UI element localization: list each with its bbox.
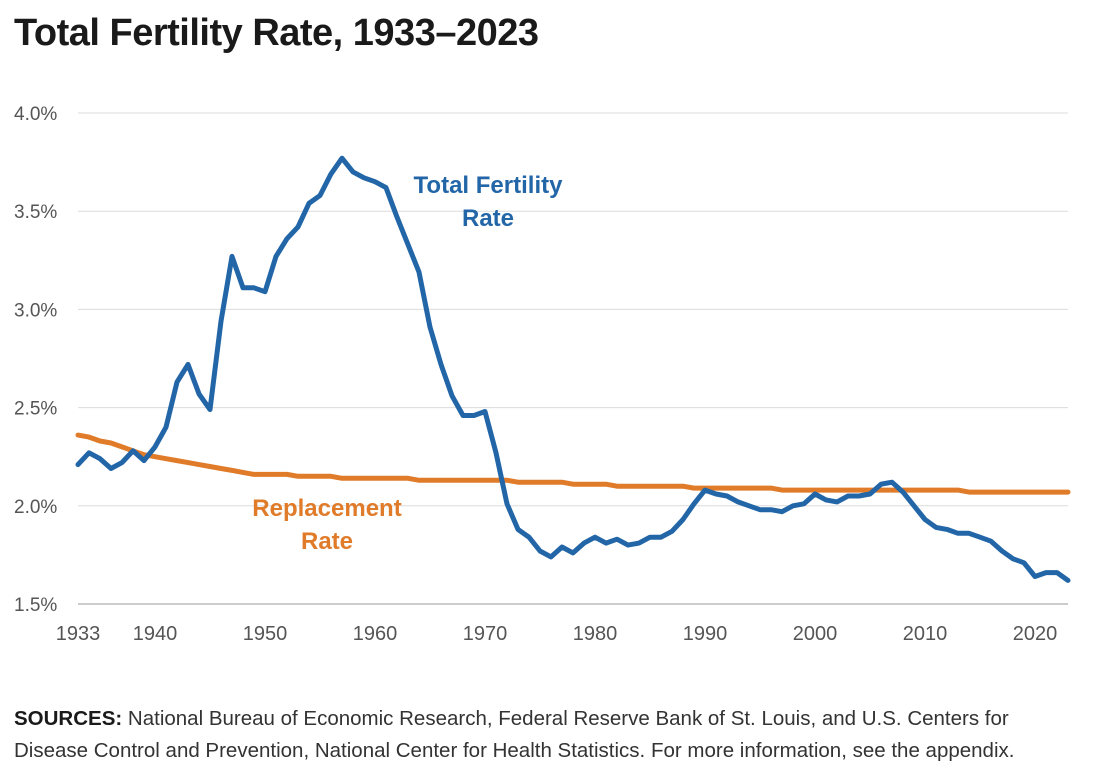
series-lines [75, 155, 1071, 583]
y-tick-label: 2.5% [14, 399, 57, 420]
sources-note: SOURCES: National Bureau of Economic Res… [14, 703, 1084, 767]
annotation-total-fertility-rate: Total Fertility Rate [414, 172, 564, 232]
x-tick-label: 2010 [903, 623, 948, 645]
gridlines [78, 112, 1068, 605]
x-axis-ticks: 1933 1940 1950 1960 1970 1980 1990 2000 2010 2020 [56, 623, 1058, 645]
y-tick-label: 2.0% [14, 497, 57, 518]
x-tick-label: 1970 [463, 623, 508, 645]
x-tick-label: 1980 [573, 623, 618, 645]
y-tick-label: 3.0% [14, 300, 57, 321]
x-tick-label: 2000 [793, 623, 838, 645]
y-tick-label: 1.5% [14, 595, 57, 616]
series-line-replacement-rate [75, 432, 1071, 495]
y-tick-label: 3.5% [14, 202, 57, 223]
series-annotations: Total Fertility Rate Replacement Rate [252, 172, 563, 555]
sources-label: SOURCES: [14, 707, 123, 730]
x-tick-label: 2020 [1013, 623, 1058, 645]
x-tick-label: 1950 [243, 623, 288, 645]
line-chart: 1.5% 2.0% 2.5% 3.0% 3.5% 4.0% 1933 1940 1950 196… [14, 104, 1071, 645]
chart-title: Total Fertility Rate, 1933–2023 [14, 12, 539, 54]
x-tick-label: 1933 [56, 623, 101, 645]
sources-text: National Bureau of Economic Research, Fe… [14, 707, 1015, 762]
x-tick-label: 1960 [353, 623, 398, 645]
series-line-total-fertility-rate [75, 155, 1071, 583]
y-axis-ticks: 1.5% 2.0% 2.5% 3.0% 3.5% 4.0% [14, 104, 57, 616]
x-tick-label: 1940 [133, 623, 178, 645]
y-tick-label: 4.0% [14, 104, 57, 125]
x-tick-label: 1990 [683, 623, 728, 645]
annotation-replacement-rate: Replacement Rate [252, 495, 401, 555]
